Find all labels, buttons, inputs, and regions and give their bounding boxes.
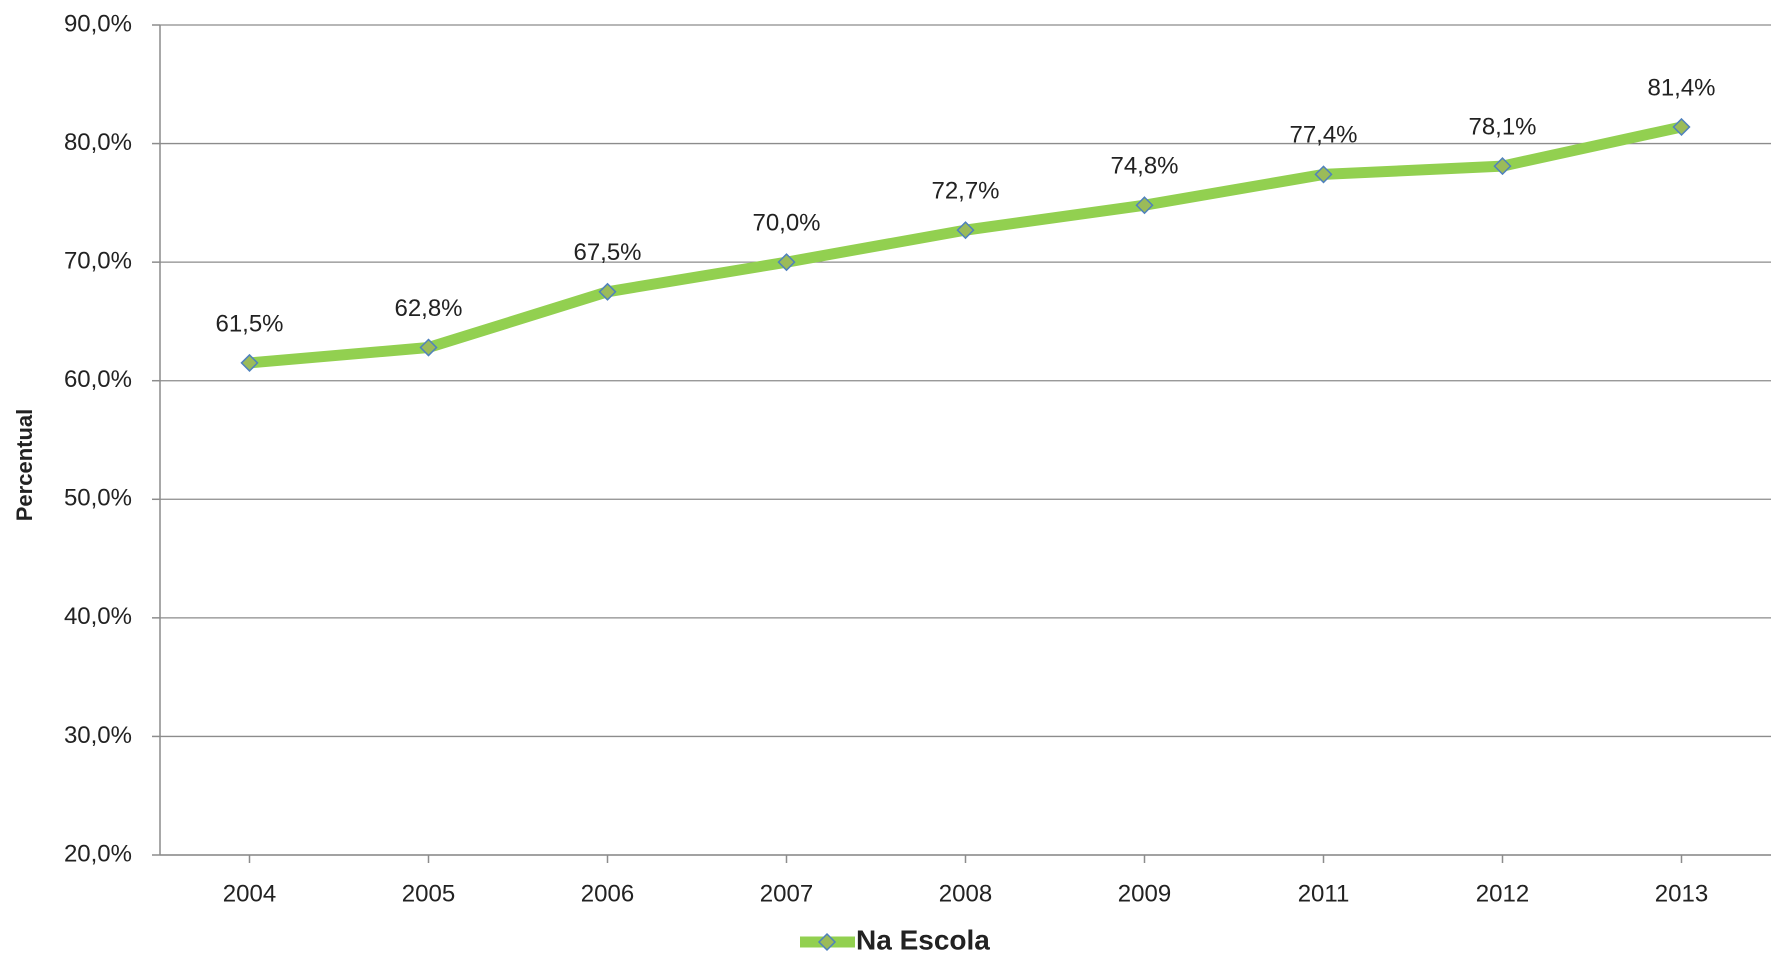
y-tick-label: 40,0% — [64, 603, 132, 630]
y-tick-label: 90,0% — [64, 10, 132, 37]
data-point — [1672, 117, 1691, 137]
x-tick-label: 2006 — [581, 880, 634, 907]
data-point — [240, 353, 259, 372]
legend-marker — [817, 932, 837, 952]
x-tick-label: 2004 — [223, 880, 276, 907]
y-tick-label: 60,0% — [64, 366, 132, 393]
data-label: 77,4% — [1289, 122, 1357, 149]
y-tick-label: 70,0% — [64, 247, 132, 274]
y-tick-label: 50,0% — [64, 485, 132, 512]
legend-label: Na Escola — [856, 924, 990, 955]
x-tick-label: 2008 — [939, 880, 992, 907]
data-label: 67,5% — [573, 239, 641, 266]
x-tick-label: 2011 — [1298, 880, 1350, 907]
data-point — [956, 221, 975, 240]
data-point — [598, 282, 617, 301]
data-point — [1135, 196, 1154, 215]
data-point — [777, 253, 796, 272]
y-tick-label: 30,0% — [64, 722, 132, 749]
data-point — [1493, 157, 1512, 176]
data-label: 74,8% — [1110, 153, 1178, 180]
x-tick-label: 2007 — [760, 880, 813, 907]
data-label: 81,4% — [1647, 74, 1715, 101]
data-point — [419, 338, 438, 357]
x-tick-label: 2009 — [1118, 880, 1171, 907]
y-tick-label: 20,0% — [64, 840, 132, 867]
data-label: 72,7% — [931, 177, 999, 204]
data-label: 78,1% — [1468, 113, 1536, 140]
data-line — [249, 121, 1683, 369]
y-axis-label: Percentual — [12, 409, 37, 522]
data-label: 70,0% — [752, 209, 820, 236]
x-tick-label: 2005 — [402, 880, 455, 907]
y-tick-label: 80,0% — [64, 129, 132, 156]
x-tick-label: 2013 — [1655, 880, 1708, 907]
data-point — [1314, 165, 1333, 184]
data-label: 61,5% — [215, 310, 283, 337]
x-tick-label: 2012 — [1476, 880, 1529, 907]
data-label: 62,8% — [394, 295, 462, 322]
